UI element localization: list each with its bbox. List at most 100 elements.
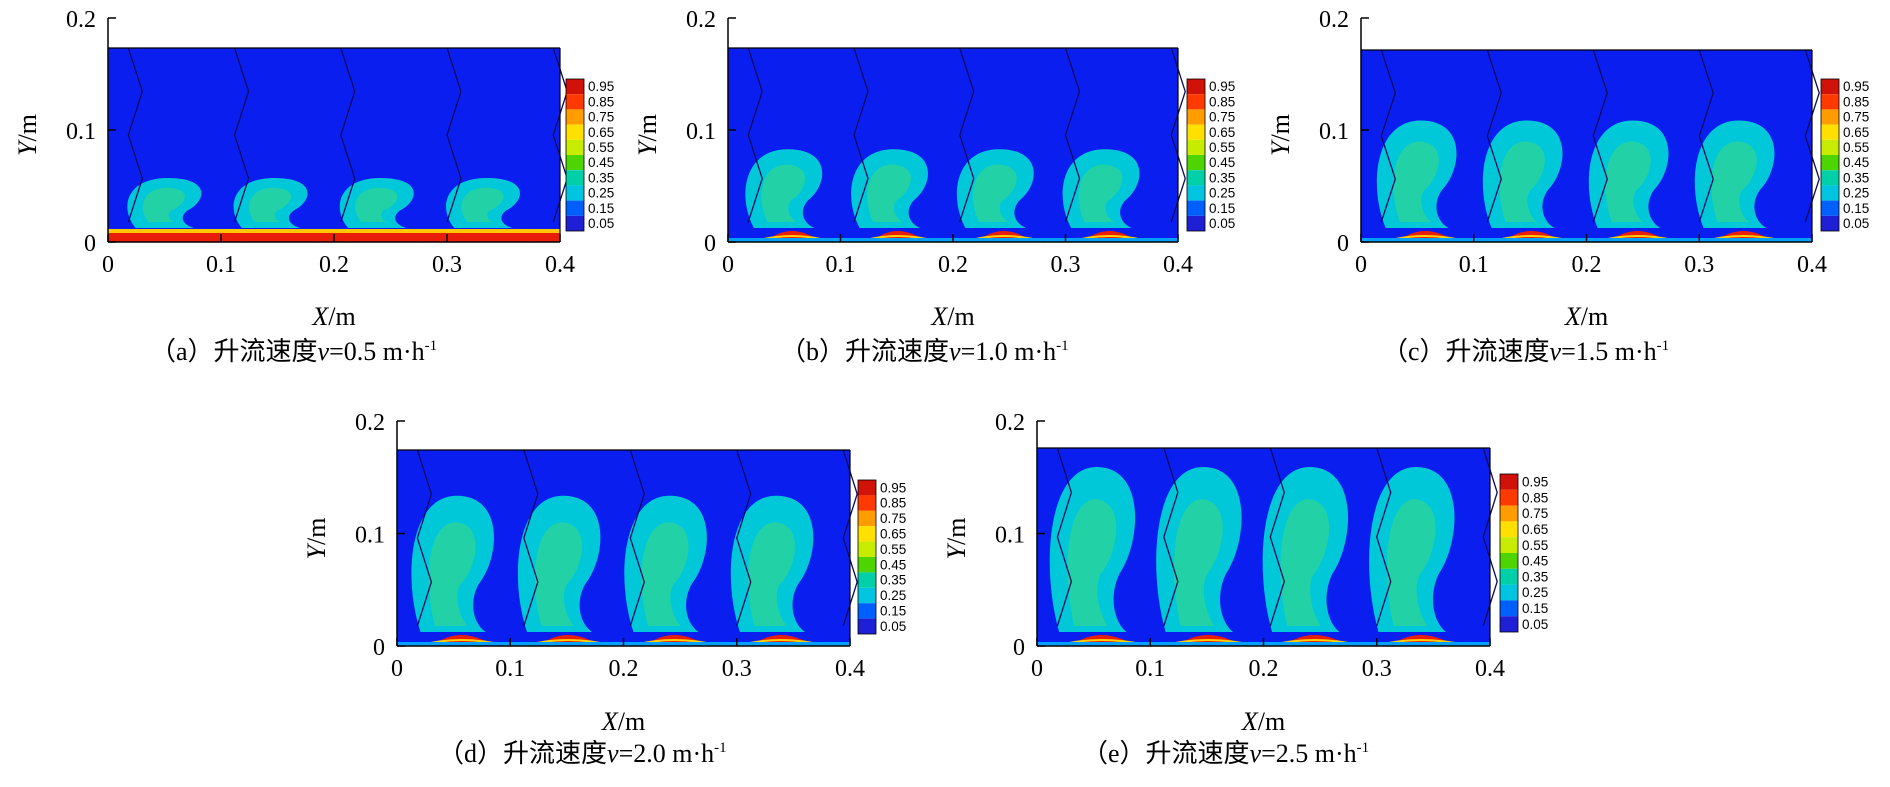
colorbar-swatch	[1187, 139, 1205, 155]
colorbar-swatch	[1821, 124, 1839, 140]
caption-prefix: （a）升流速度	[150, 337, 318, 366]
colorbar-label: 0.05	[1522, 617, 1548, 632]
colorbar-swatch	[566, 155, 584, 171]
colorbar-swatch	[1500, 553, 1518, 569]
colorbar-label: 0.85	[1522, 490, 1548, 505]
caption-var: v	[318, 337, 330, 366]
plume-core	[1078, 164, 1123, 222]
caption-sup: -1	[1056, 338, 1069, 354]
plume-core	[1711, 141, 1757, 222]
baffle-line	[1486, 49, 1502, 223]
plume-core	[535, 522, 583, 626]
x-tick-label: 0.4	[1475, 656, 1505, 682]
x-tick-label: 0.1	[826, 252, 856, 278]
colorbar-label: 0.55	[1522, 538, 1548, 553]
colorbar: 0.950.850.750.650.550.450.350.250.150.05	[1186, 78, 1235, 232]
plume-core	[249, 187, 292, 223]
colorbar-label: 0.25	[1209, 186, 1235, 201]
colorbar-label: 0.25	[588, 186, 614, 201]
baffle-line	[842, 449, 858, 627]
colorbar-label: 0.15	[880, 604, 906, 619]
caption-prefix: （e）升流速度	[1082, 739, 1250, 768]
colorbar-label: 0.35	[880, 573, 906, 588]
baffle-line	[416, 449, 433, 627]
plume-core	[641, 522, 689, 626]
baffle-line	[1698, 49, 1714, 223]
colorbar-swatch	[1500, 616, 1518, 632]
x-tick-label: 0	[1355, 252, 1367, 278]
colorbar-swatch	[858, 526, 876, 542]
colorbar-swatch	[566, 185, 584, 201]
colorbar-label: 0.55	[1209, 140, 1235, 155]
x-tick-label: 0.3	[432, 252, 462, 278]
colorbar-swatch	[858, 510, 876, 527]
colorbar-label: 0.75	[1522, 506, 1548, 521]
caption-sup: -1	[1657, 338, 1670, 354]
colorbar-label: 0.45	[1522, 554, 1548, 569]
plume-core	[1067, 499, 1117, 626]
x-tick-label: 0.4	[1797, 252, 1827, 278]
plume-core	[1605, 141, 1651, 222]
x-axis-unit: /m	[1581, 302, 1608, 331]
colorbar-label: 0.65	[588, 125, 614, 140]
x-axis-unit: /m	[618, 707, 645, 736]
colorbar-label: 0.95	[1209, 79, 1235, 94]
colorbar-label: 0.35	[588, 170, 614, 185]
x-tick-label: 0.2	[1249, 656, 1279, 682]
x-tick-label: 0.1	[495, 656, 525, 682]
baffle-line	[1804, 49, 1820, 223]
baffle-line	[1482, 447, 1498, 627]
colorbar-label: 0.55	[1843, 140, 1869, 155]
colorbar-swatch	[1187, 185, 1205, 201]
caption-sup: -1	[714, 740, 727, 756]
x-tick-label: 0.2	[1572, 252, 1602, 278]
colorbar-swatch	[1500, 489, 1518, 506]
y-axis-unit: /m	[942, 518, 971, 545]
panel-b: 0 0.1 0.2 0.3 0.400.10.2X/mY/m0.950.850.750.…	[633, 7, 1235, 366]
x-tick-label: 0.4	[1163, 252, 1193, 278]
panel-a: 0 0.1 0.2 0.3 0.400.10.2X/mY/m0.950.850.750.…	[13, 7, 614, 366]
colorbar-swatch	[1500, 568, 1518, 585]
caption-var: v	[607, 739, 619, 768]
panel-caption: （a）升流速度v=0.5 m·h-1	[150, 337, 437, 366]
baffle-line	[1592, 49, 1608, 223]
baffle-line	[1056, 447, 1073, 627]
y-tick-label: 0	[84, 231, 96, 257]
y-axis-var: Y	[942, 542, 971, 559]
colorbar-label: 0.65	[1209, 125, 1235, 140]
y-tick-label: 0.2	[686, 7, 716, 33]
y-axis-unit: /m	[633, 114, 662, 141]
y-tick-label: 0.2	[66, 7, 96, 33]
baffle-line	[1269, 447, 1285, 627]
y-axis-var: Y	[1266, 139, 1295, 156]
colorbar: 0.950.850.750.650.550.450.350.250.150.05	[565, 78, 614, 232]
colorbar-label: 0.55	[588, 140, 614, 155]
y-tick-label: 0.2	[995, 410, 1025, 436]
x-axis-label: X/m	[1564, 302, 1608, 331]
plume-core	[972, 164, 1017, 222]
x-tick-label: 0.2	[609, 656, 639, 682]
colorbar-swatch	[1500, 474, 1518, 490]
colorbar-swatch	[1187, 170, 1205, 186]
colorbar-swatch	[1187, 79, 1205, 95]
colorbar-swatch	[566, 139, 584, 155]
colorbar-label: 0.65	[880, 527, 906, 542]
colorbar-swatch	[1187, 200, 1205, 216]
colorbar-label: 0.35	[1522, 569, 1548, 584]
y-tick-label: 0	[704, 231, 716, 257]
panel-d: 0 0.1 0.2 0.3 0.400.10.2X/mY/m0.950.850.750.…	[302, 410, 906, 768]
caption-var: v	[1250, 739, 1262, 768]
panel-caption: （d）升流速度v=2.0 m·h-1	[438, 739, 727, 768]
plume-core	[867, 164, 911, 222]
colorbar-label: 0.45	[1843, 155, 1869, 170]
colorbar-label: 0.05	[588, 216, 614, 231]
colorbar-label: 0.95	[1843, 79, 1869, 94]
plume-core	[1386, 499, 1436, 626]
caption-value: =1.0 m·h	[961, 337, 1057, 366]
x-axis-var: X	[1241, 707, 1259, 736]
y-axis-label: Y/m	[1266, 114, 1295, 156]
caption-value: =1.5 m·h	[1561, 337, 1657, 366]
colorbar-label: 0.15	[1843, 201, 1869, 216]
caption-sup: -1	[1357, 740, 1370, 756]
